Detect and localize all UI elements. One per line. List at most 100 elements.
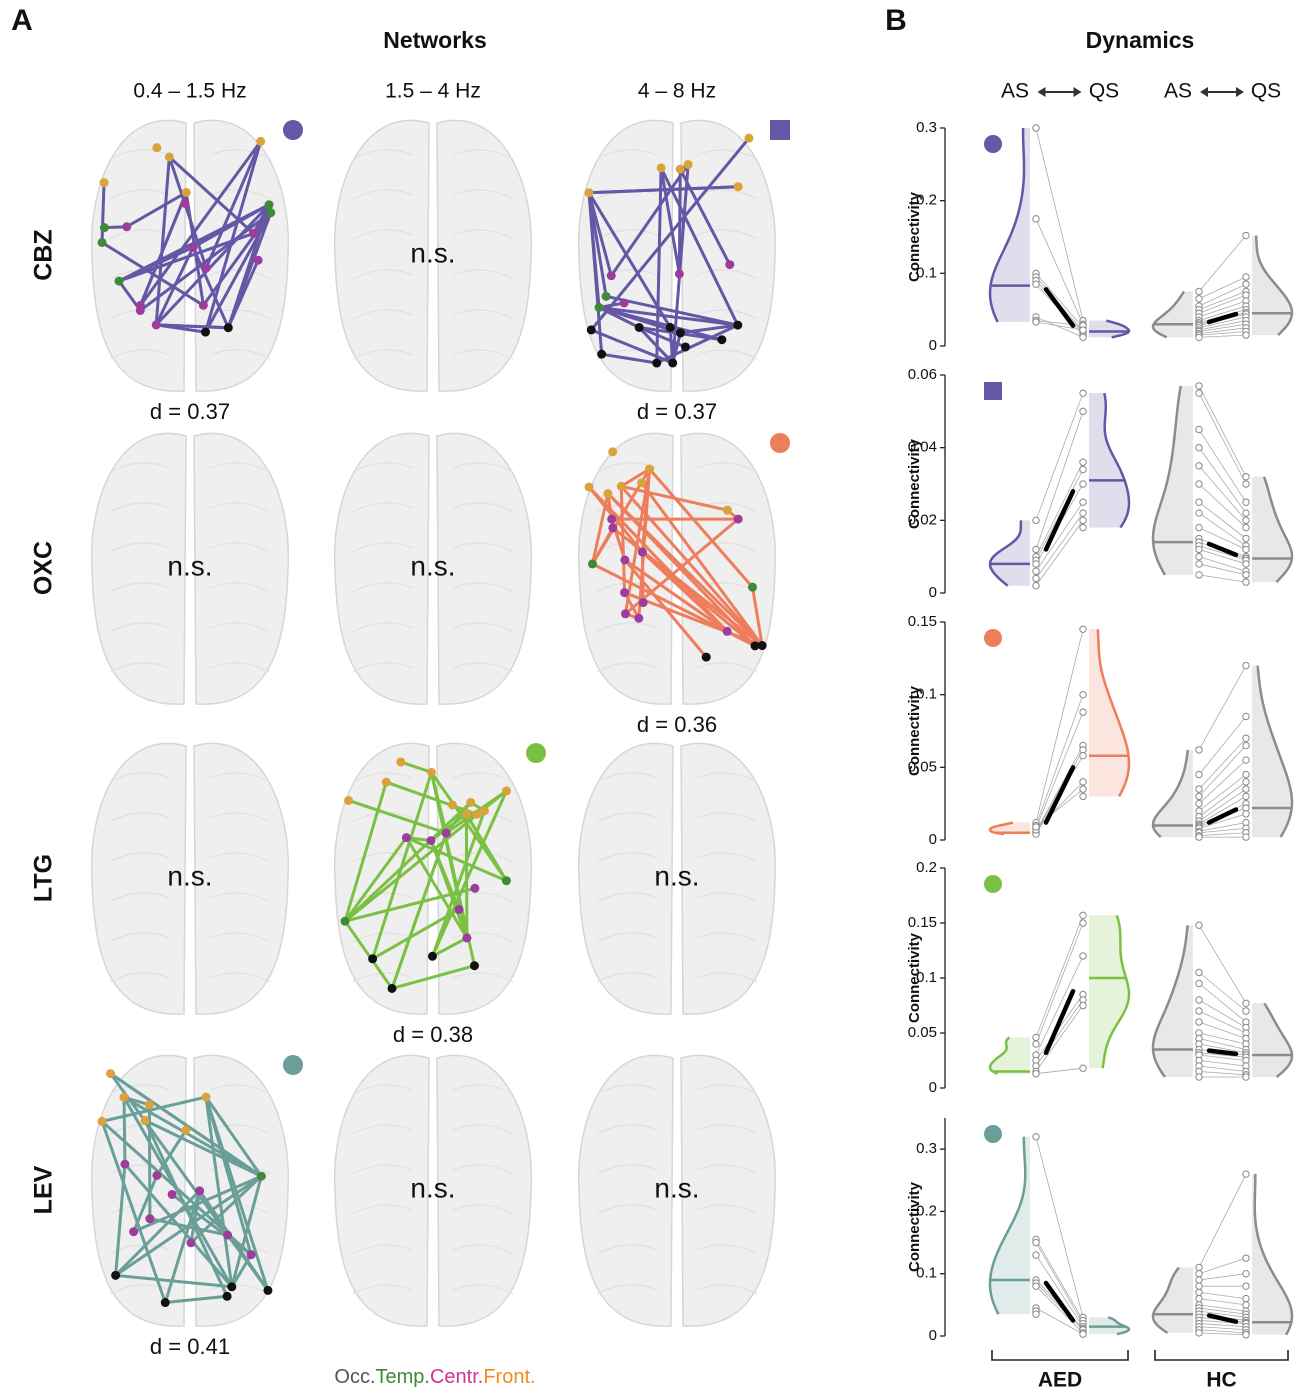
data-point (1243, 1074, 1249, 1080)
data-point (1080, 912, 1086, 918)
data-point (1243, 757, 1249, 763)
network-node (145, 1214, 154, 1223)
network-node (717, 335, 726, 344)
effect-size: d = 0.37 (637, 399, 717, 424)
band-label: 0.4 – 1.5 Hz (133, 80, 246, 103)
data-point (1033, 1034, 1039, 1040)
data-point (1243, 535, 1249, 541)
not-significant: n.s. (167, 860, 212, 891)
network-node (595, 303, 604, 312)
network-node (607, 515, 616, 524)
data-point (1196, 481, 1202, 487)
data-point (1243, 1255, 1249, 1261)
marker (770, 120, 790, 140)
data-point (1196, 1074, 1202, 1080)
y-tick-label: 0 (929, 831, 937, 848)
y-tick-label: 0.15 (908, 613, 937, 630)
data-point (1196, 296, 1202, 302)
network-node (145, 1100, 154, 1109)
data-point (1033, 281, 1039, 287)
y-tick-label: 0 (929, 337, 937, 354)
data-point (1080, 1002, 1086, 1008)
network-node (638, 548, 647, 557)
marker (770, 433, 790, 453)
data-point (1080, 691, 1086, 697)
data-point (1243, 1271, 1249, 1277)
network-node (382, 778, 391, 787)
data-point (1243, 662, 1249, 668)
mean-change (1046, 289, 1073, 325)
network-node (249, 229, 258, 238)
data-point (1080, 408, 1086, 414)
paired-line (1199, 1011, 1246, 1033)
data-point (1080, 327, 1086, 333)
data-point (1243, 546, 1249, 552)
paired-line (1036, 411, 1083, 549)
data-point (1243, 274, 1249, 280)
data-point (1080, 920, 1086, 926)
network-node (254, 256, 263, 265)
effect-size: d = 0.38 (393, 1022, 473, 1047)
network-node (201, 328, 210, 337)
data-point (1243, 1008, 1249, 1014)
data-point (1196, 1008, 1202, 1014)
data-point (1196, 1271, 1202, 1277)
network-node (161, 1298, 170, 1307)
mean-change (1046, 1283, 1073, 1320)
paired-line (1036, 1239, 1083, 1320)
data-point (1196, 1019, 1202, 1025)
paired-line (1199, 1022, 1246, 1039)
violin-fill (990, 1037, 1030, 1073)
band-label: 1.5 – 4 Hz (385, 80, 481, 103)
network-node (106, 1069, 115, 1078)
network-node (344, 796, 353, 805)
paired-line (1199, 1033, 1246, 1044)
paired-line (1036, 1006, 1083, 1072)
y-tick-label: 0.3 (916, 1140, 937, 1157)
network-node (120, 1160, 129, 1169)
network-node (607, 271, 616, 280)
paired-line (1199, 746, 1246, 797)
network-node (585, 483, 594, 492)
data-point (1033, 1239, 1039, 1245)
marker (984, 382, 1002, 400)
drug-label: LEV (30, 1165, 58, 1214)
paired-line (1199, 1327, 1246, 1330)
data-point (1080, 709, 1086, 715)
paired-line (1199, 292, 1246, 310)
paired-line (1036, 520, 1083, 585)
network-node (247, 1250, 256, 1259)
paired-line (1199, 528, 1246, 550)
y-tick-label: 0.2 (916, 859, 937, 876)
data-point (1196, 463, 1202, 469)
paired-line (1199, 782, 1246, 817)
data-point (1196, 922, 1202, 928)
data-point (1243, 786, 1249, 792)
y-axis-label: Connectivity (906, 191, 923, 282)
network-node (684, 160, 693, 169)
marker (526, 743, 546, 763)
data-point (1080, 334, 1086, 340)
data-point (1033, 546, 1039, 552)
paired-line (1199, 1039, 1246, 1050)
network-edge (102, 183, 104, 243)
network-node (257, 1172, 266, 1181)
network-node (227, 1282, 236, 1291)
paired-line (1199, 1000, 1246, 1028)
effect-size: d = 0.41 (150, 1334, 230, 1359)
data-point (1080, 499, 1086, 505)
legend-entry: Temp. (376, 1366, 430, 1388)
violin-fill (1153, 386, 1193, 575)
network-node (725, 260, 734, 269)
data-point (1196, 561, 1202, 567)
y-tick-label: 0.06 (908, 366, 937, 383)
data-point (1080, 466, 1086, 472)
network-node (186, 1238, 195, 1247)
data-point (1243, 572, 1249, 578)
network-node (597, 350, 606, 359)
network-node (141, 1116, 150, 1125)
network-node (585, 188, 594, 197)
panel-letter: B (885, 4, 907, 37)
data-point (1196, 444, 1202, 450)
y-tick-label: 0 (929, 584, 937, 601)
